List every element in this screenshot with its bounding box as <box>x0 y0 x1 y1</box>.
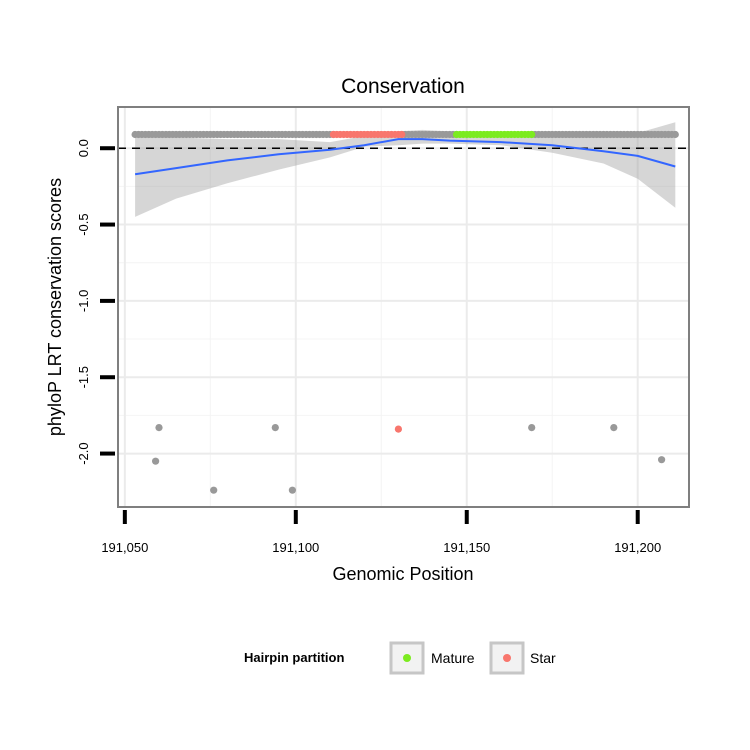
legend-title: Hairpin partition <box>244 650 344 665</box>
x-axis-title: Genomic Position <box>332 564 473 584</box>
x-tick-label: 191,100 <box>272 540 319 555</box>
smooth-line <box>134 138 676 176</box>
data-point-other <box>152 457 160 465</box>
data-point-star <box>398 130 406 139</box>
data-points <box>131 130 679 494</box>
x-axis: 191,050 191,100 191,150 191,200 <box>101 510 661 555</box>
major-gridlines <box>118 107 689 507</box>
data-point-other <box>155 424 163 432</box>
data-point-other <box>658 456 666 464</box>
chart-title: Conservation <box>341 75 465 98</box>
data-point-other <box>288 486 296 494</box>
data-point-other <box>610 424 618 432</box>
y-tick-label: -1.5 <box>76 366 91 388</box>
y-tick-label: -2.0 <box>76 442 91 464</box>
confidence-band-area <box>135 122 676 217</box>
y-axis-title: phyloP LRT conservation scores <box>45 178 65 436</box>
legend-key-star <box>489 641 525 675</box>
legend-swatch-mature <box>403 654 411 662</box>
legend-label-star: Star <box>530 650 556 666</box>
data-point-other <box>671 130 679 139</box>
y-tick-label: -1.0 <box>76 290 91 312</box>
y-tick-label: -0.5 <box>76 213 91 235</box>
y-tick-label: 0.0 <box>76 139 91 157</box>
minor-gridlines <box>118 107 689 507</box>
data-point-other <box>528 424 536 432</box>
data-point-other <box>271 424 279 432</box>
plot-border <box>117 106 690 508</box>
confidence-band <box>135 122 676 217</box>
x-tick-label: 191,150 <box>443 540 490 555</box>
data-point-star <box>394 425 402 433</box>
legend: Hairpin partition Mature Star <box>244 641 556 675</box>
x-tick-label: 191,200 <box>614 540 661 555</box>
x-tick-label: 191,050 <box>101 540 148 555</box>
legend-swatch-star <box>503 654 511 662</box>
data-point-other <box>210 486 218 494</box>
legend-item-star: Star <box>489 641 556 675</box>
smooth-trend-line <box>134 138 676 176</box>
plot-background <box>118 107 689 507</box>
legend-label-mature: Mature <box>431 650 475 666</box>
data-point-mature <box>528 130 536 139</box>
legend-item-mature: Mature <box>389 641 475 675</box>
y-axis: 0.0 -0.5 -1.0 -1.5 -2.0 <box>76 139 115 465</box>
